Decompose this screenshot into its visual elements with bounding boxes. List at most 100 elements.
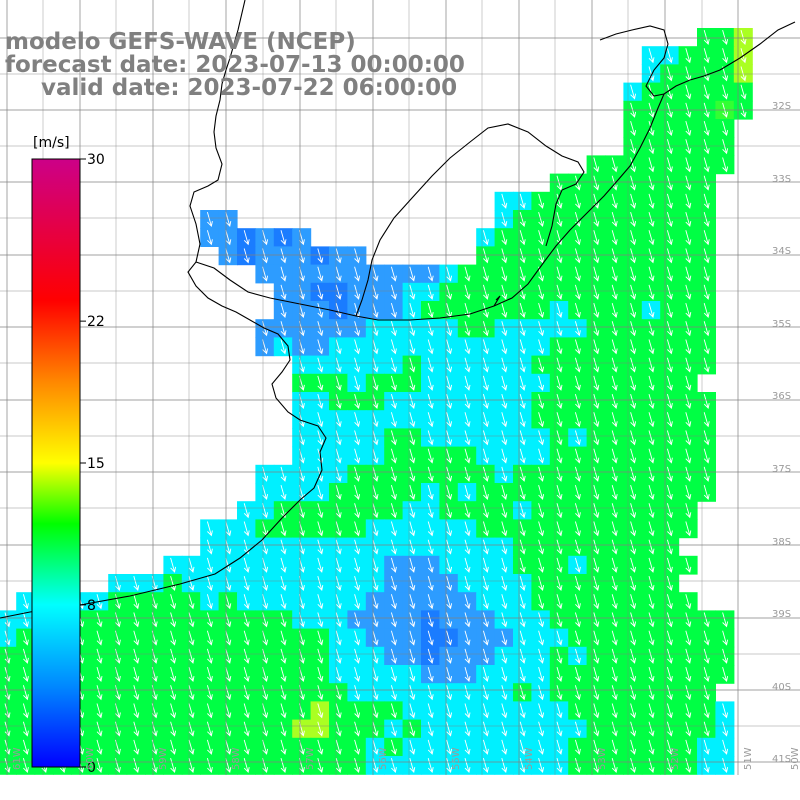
wind-arrow: [611, 375, 618, 391]
wind-arrow: [703, 484, 710, 501]
wind-arrow: [482, 575, 489, 592]
wind-arrow: [666, 157, 673, 173]
wind-arrow: [556, 575, 563, 592]
wind-arrow: [372, 503, 379, 519]
wind-arrow: [354, 393, 361, 410]
wind-arrow: [317, 321, 324, 337]
wind-arrow: [630, 412, 637, 428]
wind-arrow: [482, 466, 489, 482]
coastline: [0, 0, 796, 619]
wind-arrow: [409, 448, 416, 464]
wind-cell: [0, 737, 17, 757]
wind-arrow: [666, 703, 673, 719]
wind-arrow: [538, 302, 545, 319]
wind-arrow: [335, 375, 342, 391]
wind-arrow: [446, 703, 453, 719]
wind-arrow: [409, 557, 416, 573]
wind-arrow: [354, 539, 361, 555]
wind-arrow: [409, 575, 416, 592]
wind-arrow: [666, 339, 673, 355]
wind-arrow: [501, 666, 508, 683]
wind-arrow: [611, 484, 618, 501]
wind-arrow: [538, 230, 545, 246]
coastline-main: [0, 21, 796, 619]
wind-arrow: [538, 648, 545, 664]
wind-arrow: [409, 521, 416, 537]
wind-arrow: [482, 666, 489, 683]
wind-arrow: [354, 612, 361, 628]
wind-arrow: [648, 594, 655, 610]
wind-arrow: [611, 284, 618, 300]
wind-arrow: [648, 302, 655, 319]
wind-arrow: [538, 703, 545, 719]
wind-arrow: [666, 430, 673, 446]
river-border: [189, 0, 246, 263]
wind-arrow: [703, 66, 710, 82]
wind-arrow: [390, 539, 397, 555]
wind-arrow: [703, 393, 710, 410]
wind-arrow: [556, 430, 563, 446]
wind-arrow: [556, 466, 563, 482]
wind-arrow: [703, 84, 710, 100]
wind-arrow: [501, 521, 508, 537]
wind-arrow: [611, 703, 618, 719]
wind-arrow: [335, 357, 342, 373]
wind-arrow: [593, 448, 600, 464]
wind-arrow: [409, 703, 416, 719]
colorbar-tick-label: 8: [87, 598, 96, 614]
wind-arrow: [372, 448, 379, 464]
wind-arrow: [409, 321, 416, 337]
wind-arrow: [446, 594, 453, 610]
wind-arrow: [556, 284, 563, 300]
wind-arrow: [685, 339, 692, 355]
longitude-label: 50W: [790, 747, 800, 770]
wind-arrow: [243, 521, 250, 537]
wind-arrow: [593, 375, 600, 391]
wind-arrow: [427, 321, 434, 337]
wind-arrow: [390, 757, 397, 774]
wind-arrow: [574, 230, 581, 246]
wind-arrow: [188, 721, 195, 737]
wind-arrow: [574, 630, 581, 646]
wind-arrow: [317, 266, 324, 282]
wind-arrow: [574, 284, 581, 300]
wind-arrow: [666, 648, 673, 664]
wind-arrow: [630, 230, 637, 246]
wind-arrow: [519, 430, 526, 446]
wind-arrow: [722, 630, 729, 646]
wind-arrow: [427, 539, 434, 555]
wind-arrow: [648, 557, 655, 573]
wind-arrow: [22, 721, 29, 737]
wind-arrow: [648, 375, 655, 391]
wind-arrow: [722, 84, 729, 100]
wind-arrow: [593, 685, 600, 701]
wind-arrow: [630, 685, 637, 701]
wind-arrow: [519, 721, 526, 737]
wind-arrow: [335, 430, 342, 446]
wind-arrow: [133, 703, 140, 719]
wind-arrow: [390, 612, 397, 628]
wind-arrow: [390, 357, 397, 373]
wind-arrow: [96, 666, 103, 683]
wind-cell: [0, 646, 17, 666]
wind-arrow: [464, 721, 471, 737]
wind-arrow: [722, 648, 729, 664]
wind-arrow: [538, 757, 545, 774]
wind-arrow: [574, 612, 581, 628]
wind-arrow: [722, 666, 729, 683]
wind-arrow: [482, 630, 489, 646]
wind-arrow: [317, 539, 324, 555]
wind-arrow: [611, 630, 618, 646]
latitude-label: 39S: [772, 609, 792, 620]
wind-arrow: [170, 739, 177, 755]
wind-arrow: [390, 466, 397, 482]
wind-arrow: [482, 430, 489, 446]
wind-arrow: [611, 612, 618, 628]
wind-arrow: [372, 557, 379, 573]
wind-arrow: [611, 666, 618, 683]
wind-arrow: [317, 757, 324, 774]
wind-arrow: [225, 575, 232, 592]
wind-arrow: [630, 721, 637, 737]
wind-arrow: [243, 703, 250, 719]
wind-arrow: [225, 739, 232, 755]
